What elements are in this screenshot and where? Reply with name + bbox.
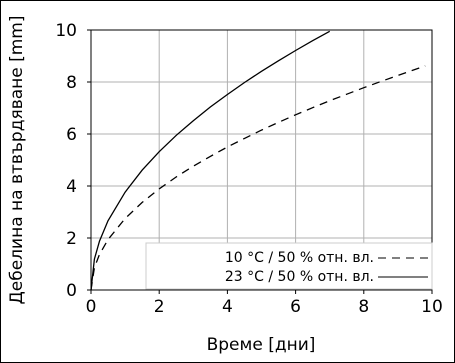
y-tick-label: 6 — [66, 125, 77, 145]
x-tick-label: 4 — [222, 297, 233, 317]
legend-box — [145, 242, 433, 290]
y-axis-ticks: 0 2 4 6 8 10 — [55, 21, 91, 301]
plot-area — [90, 29, 433, 291]
legend: 10 °C / 50 % отн. вл. 23 °C / 50 % отн. … — [145, 242, 433, 290]
x-tick-label: 6 — [290, 297, 301, 317]
legend-label-10c: 10 °C / 50 % отн. вл. — [225, 250, 374, 266]
series-line-0 — [90, 65, 426, 291]
y-axis-label: Дебелина на втвърдяване [mm] — [7, 16, 27, 305]
x-tick-label: 10 — [421, 297, 443, 317]
x-axis-ticks: 0 2 4 6 8 10 — [86, 290, 443, 317]
y-tick-label: 8 — [66, 73, 77, 93]
legend-label-23c: 23 °C / 50 % отн. вл. — [225, 269, 374, 285]
x-tick-label: 8 — [358, 297, 369, 317]
series-line-1 — [90, 30, 331, 291]
y-tick-label: 0 — [66, 281, 77, 301]
x-tick-label: 0 — [86, 297, 97, 317]
y-tick-label: 4 — [66, 177, 77, 197]
x-axis-label: Време [дни] — [207, 335, 316, 355]
y-tick-label: 10 — [55, 21, 77, 41]
x-tick-label: 2 — [154, 297, 165, 317]
series-lines — [90, 30, 426, 291]
y-tick-label: 2 — [66, 229, 77, 249]
